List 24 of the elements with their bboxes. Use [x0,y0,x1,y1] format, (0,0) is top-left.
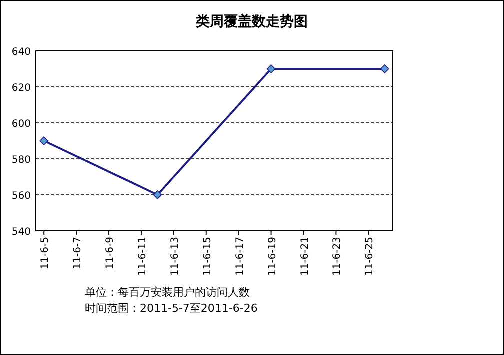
x-tick-label: 11-6-11 [137,237,148,276]
y-tick-label: 560 [12,191,31,202]
x-tick-label: 11-6-9 [105,237,116,270]
point [153,190,162,200]
x-tick-label: 11-6-15 [202,237,214,276]
x-tick-label: 11-6-7 [72,237,84,270]
chart-title: 类周覆盖数走势图 [195,13,308,30]
y-tick-label: 640 [12,47,31,58]
y-tick-label: 540 [12,227,31,238]
x-tick-label: 11-6-25 [364,237,376,276]
point [40,136,49,146]
point [266,64,276,74]
x-tick-label: 11-6-21 [300,237,311,276]
y-tick-label: 600 [12,119,31,130]
y-tick-label: 580 [12,155,31,166]
x-tick-label: 11-6-5 [40,237,52,270]
x-tick-label: 11-6-17 [234,237,246,276]
point [380,64,390,74]
x-tick-label: 11-6-19 [267,237,278,276]
y-tick-label: 620 [12,83,31,94]
x-tick-label: 11-6-23 [332,237,344,276]
x-tick-label: 11-6-13 [170,237,181,276]
text: 单位：每百万安装用户的访问人数 [85,286,250,299]
text: 时间范围：2011-5-7至2011-6-26 [85,302,258,315]
